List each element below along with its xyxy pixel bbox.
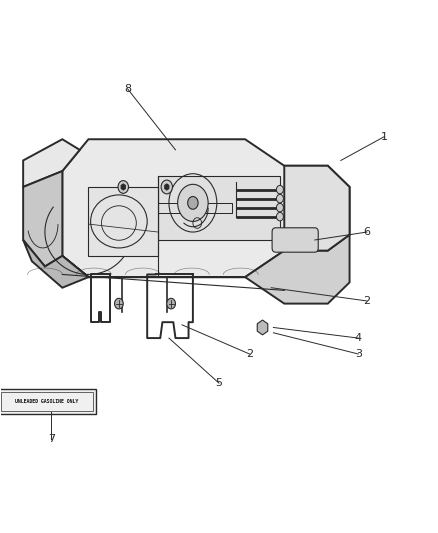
Circle shape	[115, 298, 123, 309]
Circle shape	[161, 180, 173, 194]
Circle shape	[178, 184, 208, 221]
Text: 2: 2	[246, 349, 253, 359]
Text: 3: 3	[355, 349, 362, 359]
FancyBboxPatch shape	[0, 389, 96, 415]
Polygon shape	[23, 171, 62, 266]
Circle shape	[276, 185, 283, 194]
Text: 4: 4	[355, 333, 362, 343]
Circle shape	[276, 195, 283, 203]
Polygon shape	[276, 232, 315, 248]
Text: 5: 5	[215, 378, 223, 388]
Text: 2: 2	[364, 296, 371, 306]
Polygon shape	[62, 139, 350, 277]
Circle shape	[187, 197, 198, 209]
Polygon shape	[62, 235, 350, 304]
Text: 1: 1	[381, 132, 388, 142]
Text: 8: 8	[124, 84, 131, 94]
Polygon shape	[88, 187, 158, 256]
Polygon shape	[158, 176, 280, 240]
Circle shape	[118, 181, 128, 193]
Polygon shape	[23, 240, 88, 288]
Text: 7: 7	[48, 434, 55, 444]
Circle shape	[276, 204, 283, 212]
Polygon shape	[284, 166, 350, 251]
Text: UNLEADED GASOLINE ONLY: UNLEADED GASOLINE ONLY	[15, 399, 79, 404]
Polygon shape	[23, 139, 80, 187]
Circle shape	[167, 298, 176, 309]
Circle shape	[276, 213, 283, 221]
Text: 6: 6	[364, 227, 371, 237]
FancyBboxPatch shape	[272, 228, 318, 252]
